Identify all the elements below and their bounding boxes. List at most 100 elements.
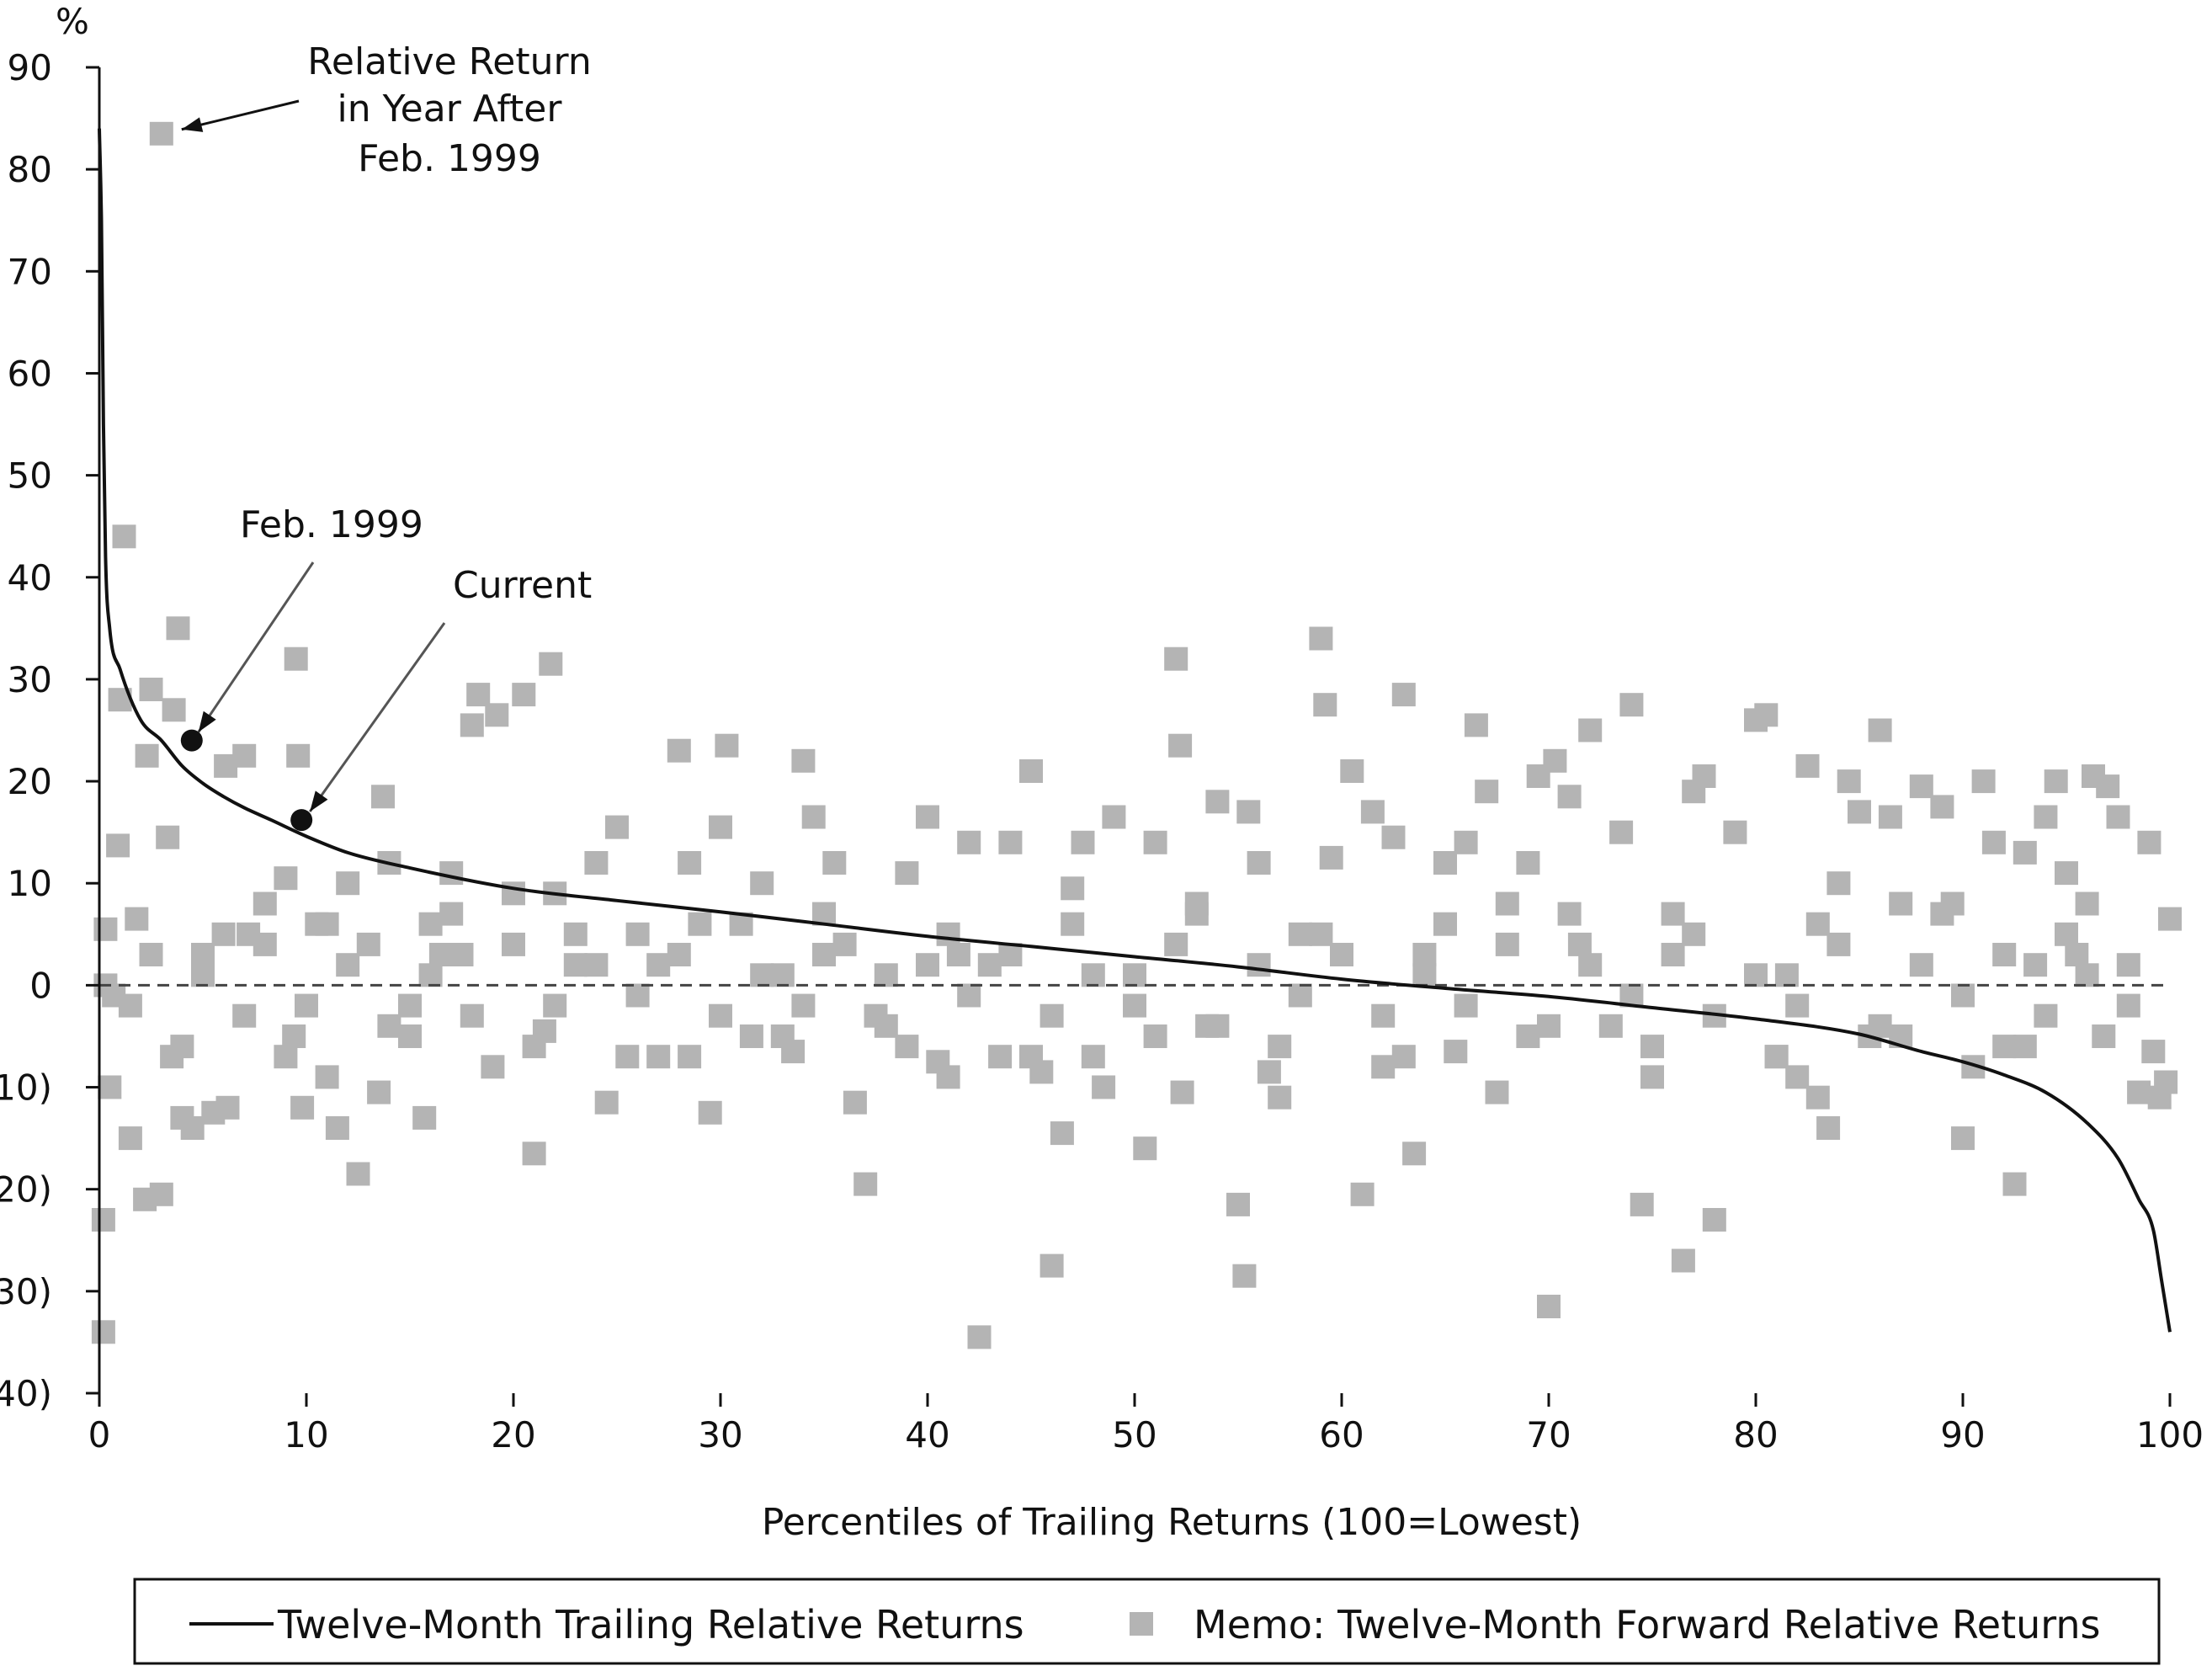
forward-return-point-149 bbox=[1671, 1248, 1695, 1273]
y-tick-label: 40 bbox=[8, 557, 52, 599]
forward-return-point-219 bbox=[957, 983, 981, 1008]
forward-return-point-209 bbox=[543, 993, 567, 1018]
annotations: Relative Return in Year After Feb. 1999 Feb… bbox=[180, 40, 592, 832]
forward-return-point-142 bbox=[1578, 718, 1603, 742]
forward-return-point-29 bbox=[286, 743, 311, 768]
forward-return-point-38 bbox=[367, 1080, 391, 1104]
forward-return-point-275 bbox=[1516, 1024, 1540, 1048]
forward-return-point-19 bbox=[180, 1116, 205, 1140]
forward-return-point-273 bbox=[1268, 1035, 1292, 1059]
forward-return-point-244 bbox=[1992, 943, 2017, 966]
forward-return-point-99 bbox=[1081, 1045, 1105, 1069]
forward-return-point-100 bbox=[1092, 1075, 1116, 1099]
forward-return-point-164 bbox=[1848, 800, 1871, 824]
forward-return-point-186 bbox=[2092, 1024, 2116, 1048]
y-tick-label: 0 bbox=[29, 965, 52, 1006]
forward-return-point-144 bbox=[1609, 820, 1634, 844]
forward-return-point-37 bbox=[356, 932, 380, 956]
forward-return-point-13 bbox=[149, 1182, 173, 1206]
forward-return-point-41 bbox=[398, 993, 422, 1018]
forward-return-point-232 bbox=[1495, 932, 1519, 956]
forward-return-point-73 bbox=[770, 963, 795, 987]
forward-return-point-33 bbox=[315, 1065, 339, 1089]
forward-return-point-254 bbox=[936, 922, 960, 946]
forward-return-point-86 bbox=[936, 1065, 960, 1089]
x-axis-title: Percentiles of Trailing Returns (100=Low… bbox=[762, 1501, 1582, 1544]
forward-return-point-233 bbox=[1537, 1014, 1561, 1038]
forward-return-point-210 bbox=[584, 953, 609, 977]
y-tick-label: 90 bbox=[8, 47, 52, 88]
forward-return-point-270 bbox=[895, 1035, 919, 1059]
forward-return-point-4 bbox=[91, 1320, 115, 1344]
forward-return-point-212 bbox=[667, 943, 691, 966]
forward-return-point-250 bbox=[439, 902, 464, 926]
forward-return-point-190 bbox=[2127, 1080, 2151, 1104]
annotation-feb-1999-label: Feb. 1999 bbox=[240, 503, 423, 546]
legend: Twelve-Month Trailing Relative Returns M… bbox=[133, 1578, 2161, 1665]
forward-return-point-122 bbox=[1350, 1182, 1375, 1206]
forward-return-point-28 bbox=[284, 647, 308, 671]
forward-returns-markers bbox=[91, 121, 2182, 1349]
forward-return-point-192 bbox=[2141, 1040, 2166, 1064]
forward-return-point-136 bbox=[1516, 851, 1540, 875]
forward-return-point-113 bbox=[1236, 800, 1261, 824]
forward-return-point-222 bbox=[1081, 963, 1105, 987]
forward-return-point-189 bbox=[2116, 953, 2140, 977]
forward-return-point-240 bbox=[1826, 932, 1851, 956]
forward-return-point-11 bbox=[135, 743, 159, 768]
forward-return-point-79 bbox=[843, 1090, 867, 1115]
forward-return-point-111 bbox=[1226, 1192, 1250, 1216]
forward-return-point-63 bbox=[646, 953, 671, 977]
forward-return-point-52 bbox=[512, 683, 536, 707]
forward-return-point-265 bbox=[274, 1045, 298, 1069]
forward-return-point-89 bbox=[967, 1325, 992, 1349]
forward-return-point-267 bbox=[522, 1035, 546, 1059]
forward-return-point-105 bbox=[1164, 647, 1188, 671]
forward-return-point-153 bbox=[1723, 820, 1747, 844]
forward-return-point-262 bbox=[1930, 902, 1954, 926]
forward-return-point-198 bbox=[118, 993, 142, 1018]
forward-return-point-160 bbox=[1805, 1085, 1830, 1110]
forward-return-point-228 bbox=[1330, 943, 1353, 966]
forward-return-point-217 bbox=[874, 1014, 898, 1038]
forward-return-point-242 bbox=[1909, 953, 1933, 977]
forward-return-point-22 bbox=[215, 1095, 240, 1120]
forward-return-point-64 bbox=[667, 738, 691, 763]
y-tick-label: (40) bbox=[0, 1373, 52, 1414]
forward-return-point-95 bbox=[1040, 1253, 1064, 1278]
forward-return-point-247 bbox=[2116, 993, 2140, 1018]
forward-return-point-128 bbox=[1412, 943, 1437, 966]
forward-return-point-72 bbox=[750, 871, 774, 896]
forward-return-point-227 bbox=[1288, 983, 1312, 1008]
forward-return-point-224 bbox=[1164, 932, 1188, 956]
forward-return-point-130 bbox=[1444, 1040, 1468, 1064]
forward-return-point-124 bbox=[1371, 1055, 1396, 1079]
forward-return-point-26 bbox=[253, 891, 277, 916]
forward-return-point-82 bbox=[874, 963, 898, 987]
forward-return-point-133 bbox=[1475, 780, 1499, 804]
forward-return-point-202 bbox=[253, 932, 277, 956]
forward-return-point-231 bbox=[1454, 993, 1478, 1018]
forward-return-point-234 bbox=[1578, 953, 1603, 977]
trailing-returns-line bbox=[98, 128, 2172, 1333]
forward-return-point-58 bbox=[584, 851, 609, 875]
forward-return-point-176 bbox=[1992, 1035, 2017, 1059]
forward-return-point-251 bbox=[563, 922, 588, 946]
forward-return-point-117 bbox=[1288, 922, 1312, 946]
forward-return-point-203 bbox=[295, 993, 318, 1018]
forward-return-point-248 bbox=[211, 922, 236, 946]
forward-return-point-34 bbox=[325, 1116, 349, 1140]
forward-return-point-157 bbox=[1774, 963, 1799, 987]
forward-return-point-182 bbox=[2055, 861, 2078, 886]
forward-return-point-177 bbox=[2002, 1172, 2027, 1196]
forward-return-point-257 bbox=[1309, 922, 1333, 946]
y-tick-label: (30) bbox=[0, 1271, 52, 1312]
forward-return-point-50 bbox=[485, 703, 509, 727]
forward-return-point-110 bbox=[1205, 790, 1230, 814]
forward-return-point-187 bbox=[2096, 774, 2120, 799]
forward-return-point-211 bbox=[625, 983, 650, 1008]
forward-return-point-71 bbox=[739, 1024, 763, 1048]
forward-return-point-260 bbox=[1682, 922, 1706, 946]
forward-return-point-68 bbox=[709, 815, 732, 839]
